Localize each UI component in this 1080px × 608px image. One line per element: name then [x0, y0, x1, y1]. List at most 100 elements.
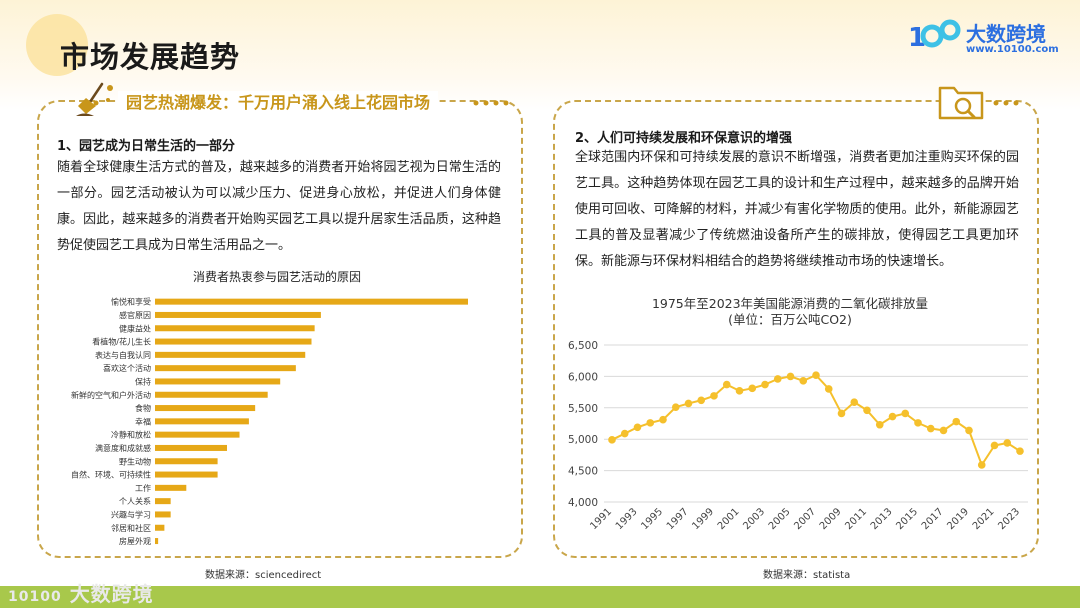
bar — [155, 405, 256, 412]
left-source: 数据来源：sciencedirect — [205, 570, 322, 581]
y-tick-label: 4,500 — [568, 466, 598, 478]
data-point — [697, 396, 706, 405]
data-point — [659, 415, 667, 424]
y-tick-label: 6,500 — [568, 340, 598, 352]
footer-logo: 10100 大数跨境 — [8, 578, 154, 607]
bar-label: 表达与自我认同 — [95, 350, 151, 360]
x-tick-label: 1991 — [588, 506, 614, 532]
footer-bar — [0, 586, 1080, 608]
bar-label: 食物 — [135, 403, 151, 413]
x-tick-label: 2011 — [843, 506, 869, 532]
bar — [155, 391, 268, 398]
left-paragraph: 随着全球健康生活方式的普及，越来越多的消费者开始将园艺视为日常生活的一部分。园艺… — [57, 160, 501, 253]
shovel-icon — [76, 82, 113, 116]
brand-url: www.10100.com — [966, 44, 1059, 55]
banner-title: 园艺热潮爆发：千万用户涌入线上花园市场 — [118, 91, 439, 115]
bar-label: 健康益处 — [119, 323, 151, 333]
bar-label: 保持 — [135, 376, 151, 386]
data-point — [633, 423, 642, 432]
data-point — [748, 384, 757, 393]
left-panel — [37, 100, 523, 558]
y-tick-label: 4,000 — [568, 497, 598, 509]
data-point — [990, 441, 999, 450]
x-tick-label: 2013 — [869, 506, 895, 532]
x-tick-label: 2023 — [996, 506, 1022, 532]
data-point — [914, 419, 922, 427]
bar-label: 看植物/花儿生长 — [92, 337, 151, 347]
bar — [155, 325, 315, 332]
bar-label: 感官原因 — [119, 310, 151, 320]
title-decoration — [26, 14, 88, 76]
bar — [155, 484, 187, 491]
data-point — [761, 380, 769, 389]
data-point — [977, 461, 986, 469]
x-tick-label: 2007 — [792, 506, 818, 532]
right-heading: 2、人们可持续发展和环保意识的增强 — [575, 131, 793, 146]
bar-label: 自然、环境、可持续性 — [71, 470, 151, 480]
data-point — [965, 426, 973, 435]
data-point — [722, 380, 731, 389]
data-point — [735, 387, 744, 395]
data-point — [799, 376, 808, 385]
bar — [155, 538, 159, 545]
footer-logo-mark: 10100 — [8, 589, 62, 605]
data-point — [786, 372, 795, 381]
bar-label: 满意度和成就感 — [95, 443, 151, 453]
svg-text:1: 1 — [908, 23, 926, 53]
brand-logo: 1 大数跨境 www.10100.com — [906, 16, 1066, 60]
x-tick-label: 2005 — [767, 506, 793, 532]
data-point — [901, 409, 910, 418]
bar-label: 新鲜的空气和户外活动 — [71, 390, 151, 400]
x-tick-label: 2009 — [818, 506, 844, 532]
brand-mark-icon: 1 — [908, 19, 961, 53]
right-panel — [553, 100, 1039, 558]
brand-name: 大数跨境 — [966, 22, 1046, 46]
data-point — [863, 406, 871, 415]
data-point — [710, 392, 718, 400]
right-source: 数据来源：statista — [763, 570, 851, 581]
x-tick-label: 2017 — [920, 506, 946, 532]
bar — [155, 511, 171, 518]
right-paragraph: 全球范围内环保和可持续发展的意识不断增强，消费者更加注重购买环保的园艺工具。这种… — [575, 150, 1019, 269]
bar — [155, 298, 468, 305]
bar-label: 野生动物 — [119, 456, 151, 466]
page-title: 市场发展趋势 — [60, 40, 241, 74]
x-tick-label: 2015 — [894, 506, 920, 532]
bar — [155, 351, 306, 358]
bar-label: 邻居和社区 — [111, 523, 151, 533]
bar — [155, 338, 312, 345]
bar — [155, 458, 218, 465]
bar-label: 愉悦和享受 — [111, 297, 151, 307]
footer-logo-name: 大数跨境 — [69, 582, 154, 606]
x-tick-label: 1997 — [665, 506, 691, 532]
bar — [155, 444, 227, 451]
y-tick-label: 6,000 — [568, 371, 598, 383]
line-chart-title-block: 1975年至2023年美国能源消费的二氧化碳排放量 (单位：百万公吨CO2) — [600, 296, 980, 328]
left-heading: 1、园艺成为日常生活的一部分 — [57, 139, 236, 154]
panel-dots-right — [993, 100, 1019, 106]
bar — [155, 311, 321, 318]
data-point — [608, 436, 616, 444]
bar-label: 个人关系 — [119, 496, 151, 506]
bar — [155, 418, 249, 425]
data-point — [837, 409, 846, 418]
data-point — [1003, 439, 1012, 447]
x-tick-label: 2019 — [945, 506, 971, 532]
data-point — [1016, 447, 1024, 455]
data-point — [620, 429, 629, 438]
data-point — [646, 419, 655, 427]
data-point — [773, 375, 782, 383]
bar-chart-title: 消费者热衷参与园艺活动的原因 — [192, 270, 361, 284]
bar — [155, 365, 296, 372]
bar-label: 兴趣与学习 — [111, 509, 151, 519]
line-chart-subtitle: (单位：百万公吨CO2) — [728, 312, 852, 327]
data-point — [952, 417, 961, 426]
data-point — [888, 412, 897, 421]
y-tick-label: 5,500 — [568, 403, 598, 415]
data-point — [684, 399, 693, 408]
bar — [155, 498, 171, 505]
banner-dots-right — [473, 100, 509, 106]
bar-chart: 愉悦和享受感官原因健康益处看植物/花儿生长表达与自我认同喜欢这个活动保持新鲜的空… — [71, 297, 468, 546]
bar — [155, 471, 218, 478]
data-point — [812, 371, 820, 379]
